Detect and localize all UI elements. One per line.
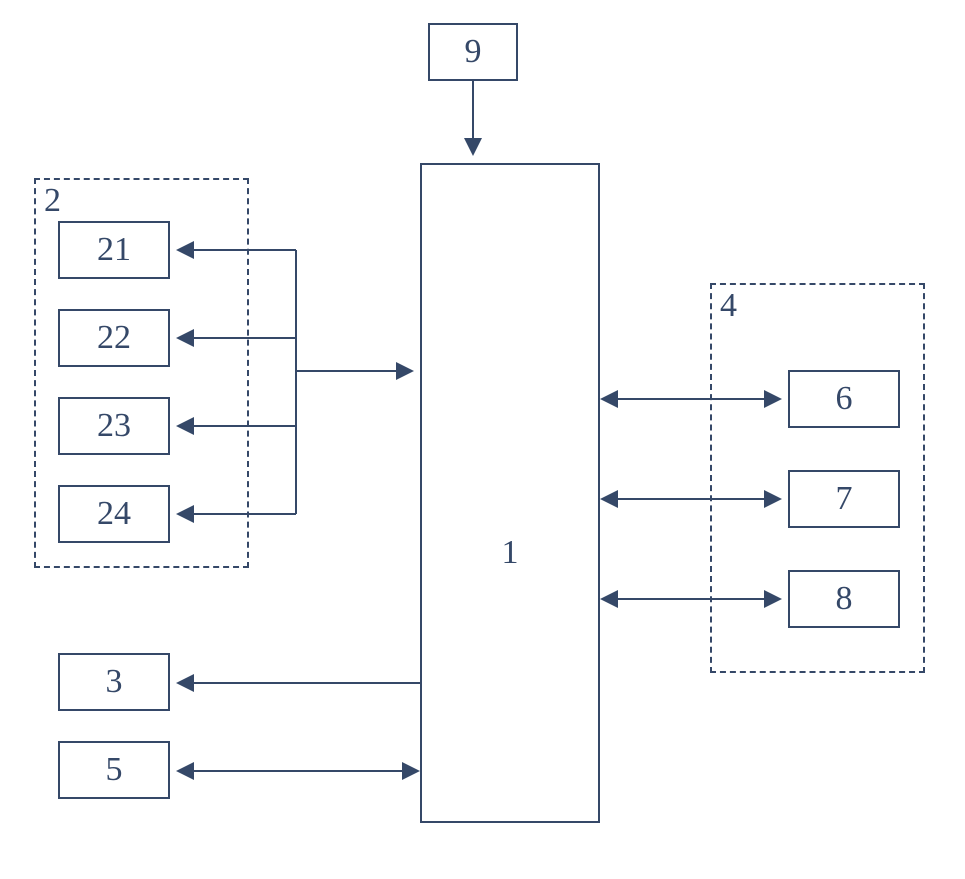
node-6: 6 [788,370,900,428]
node-22: 22 [58,309,170,367]
node-5-label: 5 [106,751,123,789]
node-3: 3 [58,653,170,711]
diagram-canvas: 1 2 21 22 23 24 3 5 9 4 6 7 8 [0,0,965,879]
node-7-label: 7 [836,480,853,518]
group-2-label: 2 [44,182,61,220]
node-1-label: 1 [502,534,519,572]
node-22-label: 22 [97,319,131,357]
node-5: 5 [58,741,170,799]
node-8: 8 [788,570,900,628]
node-21-label: 21 [97,231,131,269]
node-3-label: 3 [106,663,123,701]
node-9: 9 [428,23,518,81]
node-24-label: 24 [97,495,131,533]
group-4-label: 4 [720,287,737,325]
node-6-label: 6 [836,380,853,418]
node-1: 1 [420,163,600,823]
node-24: 24 [58,485,170,543]
node-7: 7 [788,470,900,528]
node-9-label: 9 [465,33,482,71]
node-23-label: 23 [97,407,131,445]
node-8-label: 8 [836,580,853,618]
node-21: 21 [58,221,170,279]
node-23: 23 [58,397,170,455]
